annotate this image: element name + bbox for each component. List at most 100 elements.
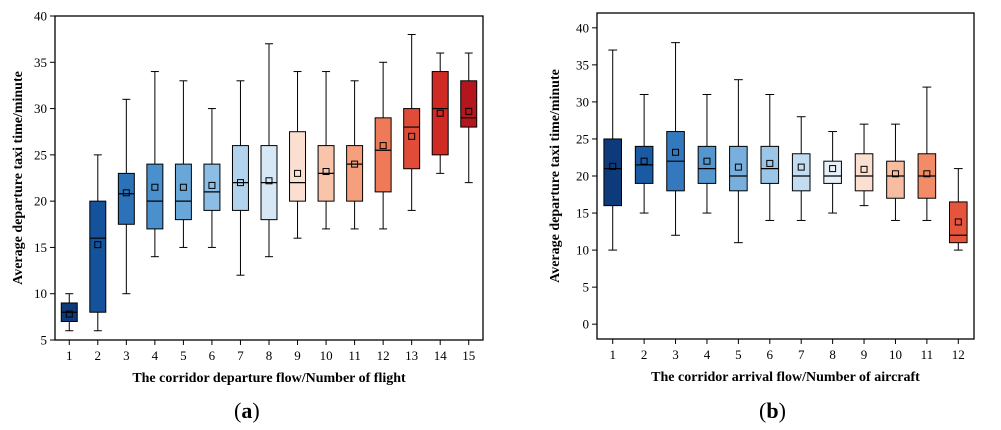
box-iqr <box>603 138 623 207</box>
mean-marker <box>408 132 416 140</box>
mean-marker <box>860 165 868 173</box>
box-iqr <box>729 145 748 192</box>
x-tick-label: 1 <box>66 348 73 363</box>
mean-marker <box>436 109 444 117</box>
mean-marker <box>829 165 837 173</box>
box-6 <box>203 108 221 248</box>
box-1 <box>60 293 78 332</box>
box-9 <box>289 71 307 239</box>
mean-marker <box>179 183 187 191</box>
panel-label-a: (a) <box>234 398 260 423</box>
box-iqr <box>760 145 780 184</box>
box-2 <box>634 94 654 214</box>
y-tick-label: 15 <box>576 206 589 221</box>
panel-label-b: (b) <box>759 398 786 423</box>
mean-marker <box>379 142 387 150</box>
y-axis-title: Average departure taxi time/minute <box>548 69 563 283</box>
y-tick-label: 10 <box>576 243 589 258</box>
mean-marker <box>640 157 648 165</box>
x-tick-label: 1 <box>609 347 616 362</box>
box-iqr <box>431 71 449 156</box>
box-15 <box>460 52 478 184</box>
box-iqr <box>289 131 307 202</box>
mean-marker <box>465 107 473 115</box>
y-tick-label: 0 <box>583 317 590 332</box>
box-10 <box>317 71 335 230</box>
y-tick-label: 30 <box>34 101 47 116</box>
x-tick-label: 8 <box>266 348 273 363</box>
y-tick-label: 35 <box>576 57 589 72</box>
x-tick-label: 12 <box>952 347 965 362</box>
mean-marker <box>672 148 680 156</box>
box-7 <box>231 80 249 276</box>
box-iqr <box>823 160 842 184</box>
box-iqr <box>89 200 107 313</box>
mean-marker <box>891 170 899 178</box>
x-tick-label: 3 <box>672 347 679 362</box>
y-tick-label: 35 <box>34 55 47 70</box>
box-3 <box>666 42 685 236</box>
y-tick-label: 40 <box>34 9 47 24</box>
box-iqr <box>117 172 135 225</box>
x-tick-label: 11 <box>348 348 361 363</box>
x-tick-label: 7 <box>237 348 244 363</box>
y-tick-label: 5 <box>41 333 48 348</box>
box-iqr <box>203 163 221 211</box>
box-13 <box>403 34 421 211</box>
box-10 <box>886 123 905 221</box>
box-11 <box>917 86 937 221</box>
x-tick-label: 12 <box>377 348 390 363</box>
x-tick-label: 3 <box>123 348 130 363</box>
mean-marker <box>208 181 216 189</box>
x-tick-label: 2 <box>95 348 102 363</box>
box-iqr <box>460 80 478 128</box>
x-tick-label: 10 <box>320 348 333 363</box>
box-2 <box>89 154 107 332</box>
x-tick-label: 10 <box>889 347 902 362</box>
x-tick-label: 9 <box>861 347 868 362</box>
box-iqr <box>697 145 717 184</box>
x-tick-label: 13 <box>405 348 418 363</box>
x-tick-label: 6 <box>209 348 216 363</box>
x-tick-label: 4 <box>152 348 159 363</box>
mean-marker <box>294 169 302 177</box>
y-tick-label: 15 <box>34 240 47 255</box>
box-12 <box>374 61 392 230</box>
box-iqr <box>374 117 392 193</box>
y-tick-label: 25 <box>34 147 47 162</box>
plot-frame <box>596 12 975 340</box>
mean-marker <box>65 310 73 318</box>
box-7 <box>791 116 811 221</box>
x-tick-label: 14 <box>434 348 448 363</box>
y-axis-title: Average departure taxi time/minute <box>11 71 26 285</box>
box-8 <box>823 131 842 214</box>
x-tick-label: 9 <box>294 348 301 363</box>
mean-marker <box>265 177 273 185</box>
mean-marker <box>151 183 159 191</box>
box-14 <box>431 52 449 174</box>
x-tick-label: 5 <box>180 348 187 363</box>
mean-marker <box>797 163 805 171</box>
mean-marker <box>94 241 102 249</box>
box-iqr <box>948 201 968 244</box>
mean-marker <box>954 218 962 226</box>
y-tick-label: 5 <box>583 280 590 295</box>
mean-marker <box>322 168 330 176</box>
y-tick-label: 40 <box>576 20 589 35</box>
box-iqr <box>403 108 421 170</box>
mean-marker <box>236 179 244 187</box>
box-iqr <box>886 160 905 199</box>
box-iqr <box>346 145 364 202</box>
box-5 <box>174 80 192 248</box>
mean-marker <box>703 157 711 165</box>
box-iqr <box>146 163 164 230</box>
mean-marker <box>923 170 931 178</box>
y-tick-label: 30 <box>576 94 589 109</box>
box-4 <box>146 71 164 258</box>
x-tick-label: 2 <box>641 347 648 362</box>
box-iqr <box>231 145 249 211</box>
box-11 <box>346 80 364 230</box>
